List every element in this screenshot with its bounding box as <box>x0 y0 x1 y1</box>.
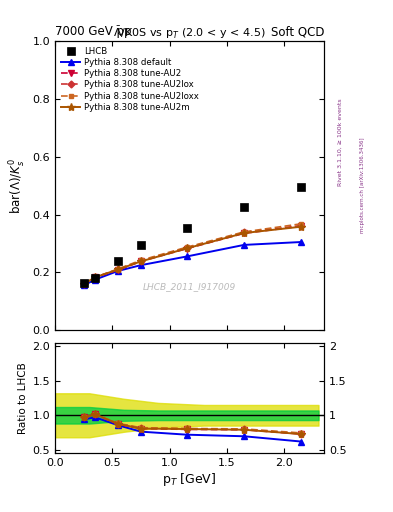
Pythia 8.308 tune-AU2loxx <box>242 229 246 235</box>
Pythia 8.308 tune-AU2lox <box>242 229 246 236</box>
Line: Pythia 8.308 tune-AU2m: Pythia 8.308 tune-AU2m <box>79 223 305 288</box>
Pythia 8.308 tune-AU2 <box>81 281 86 287</box>
Pythia 8.308 tune-AU2m <box>81 281 86 287</box>
Pythia 8.308 tune-AU2m <box>139 259 143 265</box>
Pythia 8.308 tune-AU2lox <box>299 222 304 228</box>
Pythia 8.308 tune-AU2m <box>93 274 97 281</box>
LHCB <box>81 280 86 286</box>
Pythia 8.308 default <box>299 239 304 245</box>
Pythia 8.308 default <box>81 282 86 288</box>
Pythia 8.308 tune-AU2lox <box>81 281 86 287</box>
LHCB <box>93 275 97 281</box>
Pythia 8.308 tune-AU2 <box>242 230 246 237</box>
Pythia 8.308 default <box>184 253 189 260</box>
Pythia 8.308 tune-AU2 <box>299 223 304 229</box>
Pythia 8.308 tune-AU2lox <box>116 266 120 272</box>
Pythia 8.308 tune-AU2loxx <box>299 221 304 227</box>
Pythia 8.308 tune-AU2m <box>242 230 246 236</box>
Pythia 8.308 tune-AU2lox <box>93 274 97 281</box>
Text: 7000 GeV pp: 7000 GeV pp <box>55 26 132 38</box>
Y-axis label: Ratio to LHCB: Ratio to LHCB <box>18 362 28 434</box>
Text: Rivet 3.1.10, ≥ 100k events: Rivet 3.1.10, ≥ 100k events <box>338 98 343 186</box>
LHCB <box>139 242 143 248</box>
Pythia 8.308 tune-AU2 <box>93 274 97 281</box>
Pythia 8.308 tune-AU2lox <box>139 258 143 264</box>
Legend: LHCB, Pythia 8.308 default, Pythia 8.308 tune-AU2, Pythia 8.308 tune-AU2lox, Pyt: LHCB, Pythia 8.308 default, Pythia 8.308… <box>59 45 201 114</box>
X-axis label: p$_{T}$ [GeV]: p$_{T}$ [GeV] <box>162 471 217 488</box>
Y-axis label: bar($\Lambda$)/$K^{0}_{s}$: bar($\Lambda$)/$K^{0}_{s}$ <box>8 158 28 214</box>
Pythia 8.308 default <box>93 276 97 283</box>
Text: LHCB_2011_I917009: LHCB_2011_I917009 <box>143 282 236 291</box>
Line: Pythia 8.308 tune-AU2loxx: Pythia 8.308 tune-AU2loxx <box>81 221 304 286</box>
Pythia 8.308 tune-AU2loxx <box>93 274 97 281</box>
Pythia 8.308 tune-AU2 <box>139 259 143 265</box>
LHCB <box>184 224 189 230</box>
Text: Soft QCD: Soft QCD <box>271 26 324 38</box>
Line: Pythia 8.308 default: Pythia 8.308 default <box>81 239 305 289</box>
Pythia 8.308 tune-AU2m <box>116 266 120 272</box>
Pythia 8.308 tune-AU2m <box>299 224 304 230</box>
Pythia 8.308 default <box>242 242 246 248</box>
LHCB <box>242 204 246 210</box>
Pythia 8.308 tune-AU2loxx <box>116 266 120 272</box>
Pythia 8.308 tune-AU2m <box>184 245 189 251</box>
Text: mcplots.cern.ch [arXiv:1306.3436]: mcplots.cern.ch [arXiv:1306.3436] <box>360 138 365 233</box>
Pythia 8.308 tune-AU2loxx <box>81 281 86 287</box>
LHCB <box>116 258 120 264</box>
Pythia 8.308 tune-AU2 <box>184 246 189 252</box>
Pythia 8.308 default <box>116 268 120 274</box>
Pythia 8.308 tune-AU2 <box>116 267 120 273</box>
Line: Pythia 8.308 tune-AU2lox: Pythia 8.308 tune-AU2lox <box>81 223 304 286</box>
Pythia 8.308 tune-AU2loxx <box>139 257 143 263</box>
LHCB <box>299 184 304 190</box>
Pythia 8.308 default <box>139 262 143 268</box>
Line: Pythia 8.308 tune-AU2: Pythia 8.308 tune-AU2 <box>81 223 305 287</box>
Pythia 8.308 tune-AU2lox <box>184 245 189 251</box>
Line: LHCB: LHCB <box>80 183 305 286</box>
Pythia 8.308 tune-AU2loxx <box>184 244 189 250</box>
Title: $\bar{\Lambda}$/K0S vs p$_{T}$ (2.0 < y < 4.5): $\bar{\Lambda}$/K0S vs p$_{T}$ (2.0 < y … <box>113 25 266 41</box>
